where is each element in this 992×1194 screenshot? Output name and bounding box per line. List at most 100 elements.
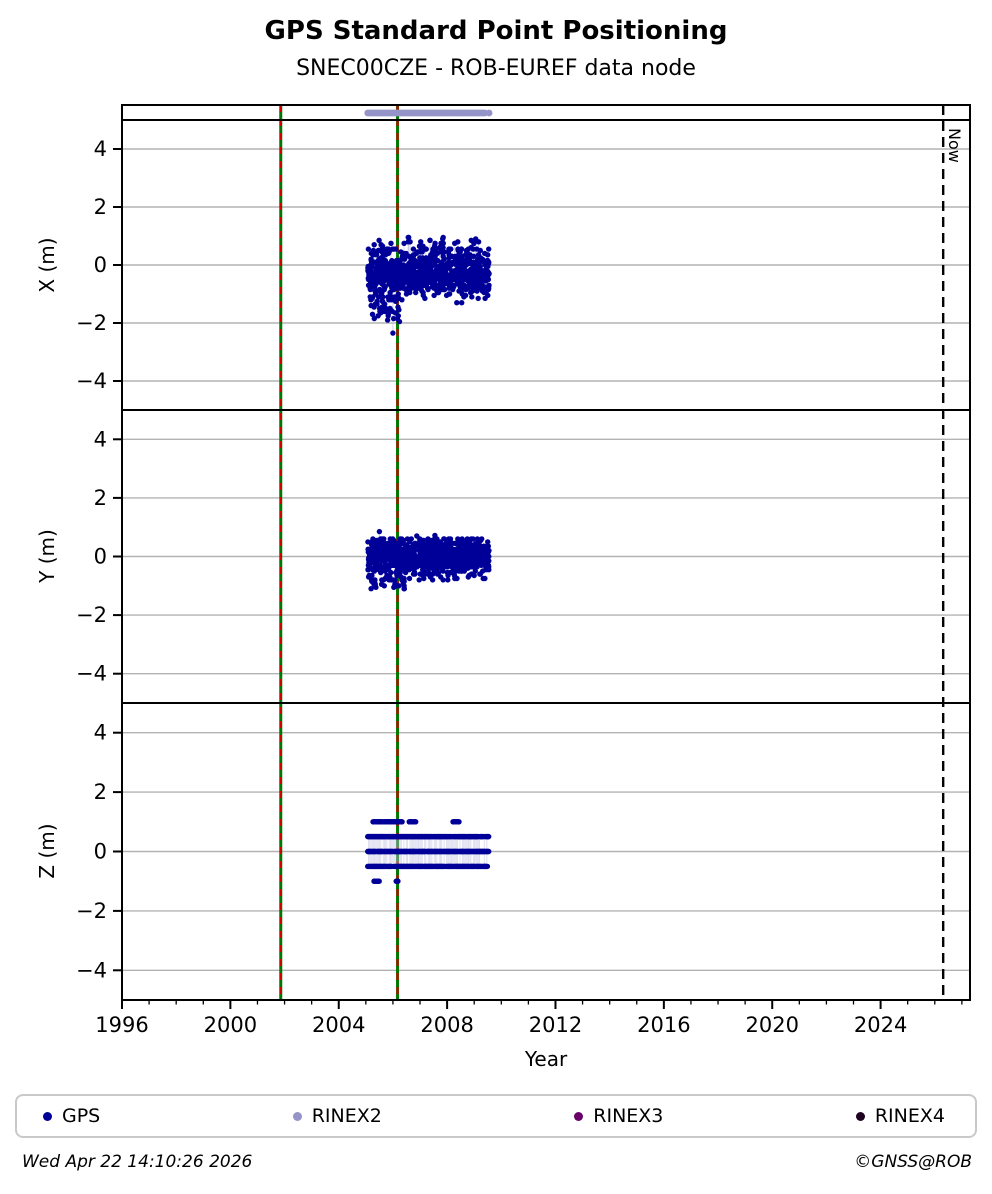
gps-point [369, 311, 376, 317]
gps-point [399, 819, 405, 825]
gps-point [458, 262, 465, 268]
y-axis-label-z: Z (m) [35, 823, 59, 879]
gps-point [445, 577, 451, 583]
gps-point [446, 265, 452, 271]
gps-point [486, 285, 492, 291]
x-tick-label: 1996 [95, 1013, 148, 1037]
gps-point [380, 539, 387, 545]
gps-point [378, 242, 384, 248]
gps-point [411, 567, 417, 573]
y-tick-label: 2 [94, 486, 107, 510]
gps-point [387, 266, 393, 273]
gps-point [440, 236, 446, 242]
gps-point [409, 547, 415, 554]
gps-point [365, 282, 372, 288]
gps-point [370, 565, 376, 571]
gps-point [391, 297, 397, 303]
gps-point [442, 278, 449, 284]
gps-point [446, 255, 452, 261]
gps-point [376, 528, 383, 535]
y-tick-label: 0 [94, 545, 107, 569]
gps-point [458, 540, 464, 546]
gps-point [465, 285, 471, 291]
gps-point [391, 281, 397, 287]
gps-point [392, 581, 398, 587]
gps-point [447, 543, 454, 549]
page-subtitle: SNEC00CZE - ROB-EUREF data node [296, 56, 696, 81]
gps-point [380, 558, 386, 564]
gps-point [433, 569, 439, 576]
y-tick-label: 4 [94, 137, 107, 161]
gps-point [387, 540, 394, 546]
gps-point [375, 313, 381, 319]
gps-point [411, 257, 417, 264]
gps-point [413, 289, 419, 296]
gps-point [462, 292, 469, 299]
gps-point [482, 250, 488, 257]
y-tick-label: −2 [76, 603, 107, 627]
gps-point [420, 243, 426, 249]
gps-point [464, 552, 470, 558]
gps-point [465, 539, 472, 545]
gps-point [456, 545, 463, 551]
gps-point [452, 240, 458, 246]
y-tick-label: 4 [94, 721, 107, 745]
x-axis-label: Year [524, 1047, 568, 1071]
gps-point [374, 301, 380, 307]
gps-point [478, 562, 484, 568]
x-tick-label: 2008 [420, 1013, 473, 1037]
gps-point [405, 234, 411, 241]
gps-point [399, 577, 405, 583]
legend-item-rinex3: RINEX3 [574, 1105, 663, 1127]
gps-point [475, 265, 482, 271]
gps-point [409, 268, 416, 274]
gps-point [454, 300, 460, 306]
gps-point [415, 269, 421, 275]
gps-point [440, 568, 446, 574]
gps-point [418, 281, 424, 287]
y-tick-label: −2 [76, 311, 107, 335]
gps-point [474, 288, 480, 294]
gps-point [365, 539, 371, 545]
rinex3-marker-icon [574, 1111, 584, 1121]
rinex2-marker-icon [292, 1111, 302, 1121]
gps-point [480, 278, 486, 284]
gps-point [423, 275, 429, 281]
gps-point [370, 294, 376, 300]
gps-point [378, 294, 385, 300]
gps-point [485, 562, 492, 568]
gps-point [486, 833, 492, 840]
gps-point [386, 279, 392, 286]
gps-point [371, 543, 378, 549]
legend-label-rinex4: RINEX4 [874, 1105, 945, 1127]
gps-point [472, 549, 479, 555]
gps-point [373, 537, 380, 544]
gps-point [456, 288, 462, 294]
gps-point [384, 275, 390, 281]
gps-point [480, 568, 486, 574]
gps-point [436, 244, 443, 251]
gps-point [428, 539, 434, 545]
gps-point [414, 276, 420, 283]
gps-point [396, 307, 402, 313]
gps-point [427, 237, 433, 243]
gps-point [462, 268, 468, 274]
gps-point [428, 268, 434, 274]
gps-point [486, 246, 492, 252]
gps-point [442, 550, 448, 557]
gps-point [371, 315, 377, 322]
gps-point [399, 565, 405, 571]
gps-point [485, 553, 491, 560]
gps-point [469, 294, 475, 300]
y-tick-label: 2 [94, 195, 107, 219]
gps-point [400, 284, 406, 290]
gps-point [390, 315, 397, 322]
gps-point [403, 555, 410, 561]
gps-point [482, 546, 489, 552]
gps-point [377, 279, 384, 286]
gps-point [456, 819, 462, 825]
gps-point [479, 555, 486, 561]
y-tick-label: −4 [76, 958, 107, 982]
gps-point [435, 550, 442, 557]
gps-point [388, 240, 394, 246]
